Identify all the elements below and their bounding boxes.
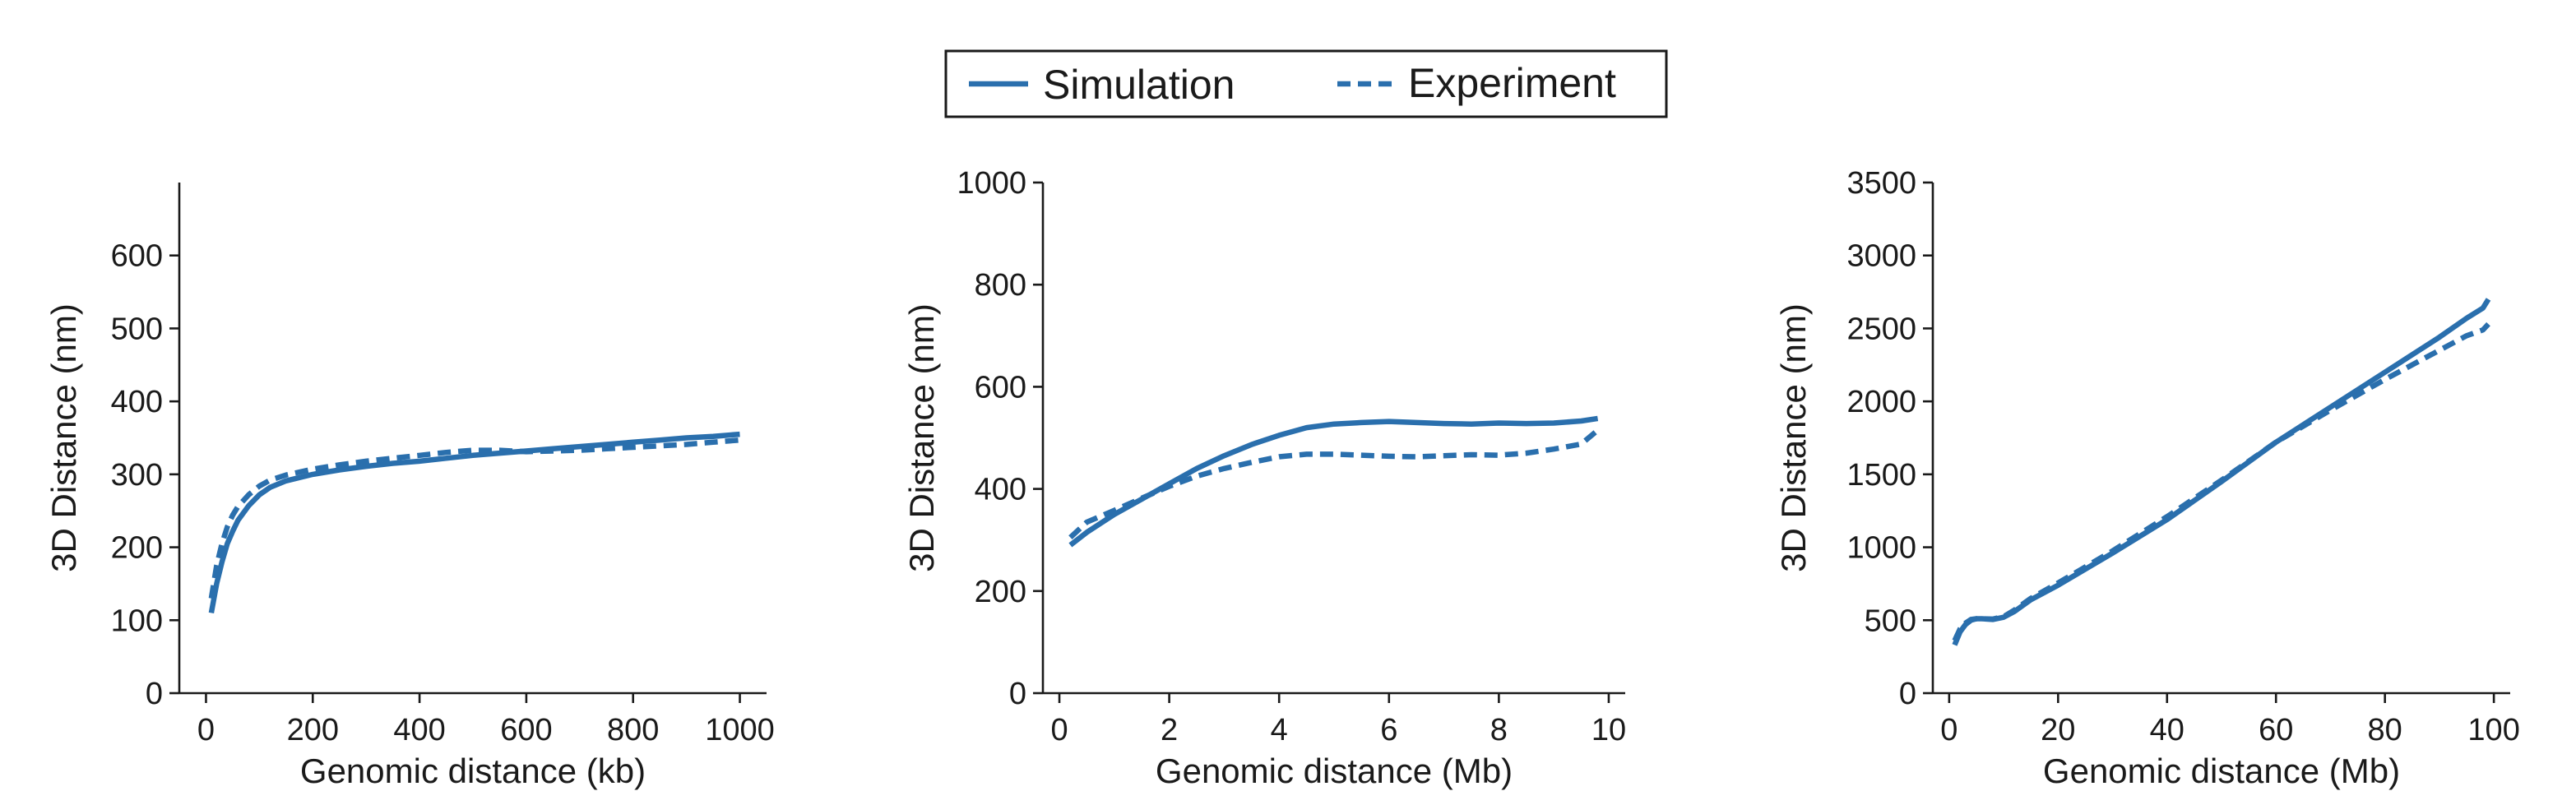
y-tick-label: 0 — [146, 677, 163, 711]
series-line-simulation — [1952, 298, 2491, 646]
x-axis-label: Genomic distance (Mb) — [1156, 752, 1513, 790]
y-tick-label: 3500 — [1846, 166, 1916, 201]
y-tick-label: 800 — [975, 268, 1026, 303]
y-tick-label: 1000 — [957, 166, 1026, 201]
y-tick-label: 300 — [111, 458, 163, 493]
x-tick-label: 10 — [1591, 713, 1626, 747]
legend-experiment-label: Experiment — [1408, 60, 1616, 106]
y-tick-label: 400 — [111, 385, 163, 419]
y-axis-label: 3D Distance (nm) — [44, 303, 83, 572]
y-tick-label: 1500 — [1846, 458, 1916, 493]
y-tick-label: 600 — [111, 239, 163, 274]
y-tick-label: 500 — [111, 312, 163, 346]
x-tick-label: 200 — [287, 713, 339, 747]
y-tick-label: 3000 — [1846, 239, 1916, 274]
x-tick-label: 4 — [1271, 713, 1288, 747]
y-tick-label: 2500 — [1846, 312, 1916, 346]
x-tick-label: 8 — [1490, 713, 1508, 747]
x-axis-label: Genomic distance (Mb) — [2043, 752, 2400, 790]
legend: Simulation Experiment — [944, 49, 1668, 118]
x-tick-label: 40 — [2150, 713, 2185, 747]
legend-box — [944, 49, 1668, 118]
plot-distance-mb-100: 0 500 1000 1500 2000 2500 3000 3500 0 20 40 60 80 100… — [1774, 166, 2520, 790]
x-tick-label: 80 — [2368, 713, 2402, 747]
y-tick-label: 0 — [1899, 677, 1916, 711]
x-tick-label: 6 — [1380, 713, 1397, 747]
y-tick-label: 500 — [1865, 604, 1916, 638]
y-tick-label: 600 — [975, 370, 1026, 405]
y-tick-label: 400 — [975, 473, 1026, 507]
x-tick-label: 0 — [1940, 713, 1957, 747]
y-axis-label: 3D Distance (nm) — [902, 303, 941, 572]
y-axis-label: 3D Distance (nm) — [1774, 303, 1813, 572]
x-tick-label: 60 — [2259, 713, 2293, 747]
x-tick-label: 400 — [393, 713, 445, 747]
x-tick-label: 1000 — [705, 713, 775, 747]
x-axis-label: Genomic distance (kb) — [300, 752, 646, 790]
x-tick-label: 2 — [1161, 713, 1178, 747]
y-tick-label: 200 — [975, 575, 1026, 609]
x-tick-label: 600 — [500, 713, 552, 747]
series-line-experiment — [208, 437, 740, 599]
legend-simulation-label: Simulation — [1043, 62, 1235, 108]
y-tick-label: 1000 — [1846, 531, 1916, 566]
x-tick-label: 20 — [2041, 713, 2075, 747]
series-line-simulation — [1068, 415, 1599, 548]
x-tick-label: 100 — [2467, 713, 2519, 747]
plot-distance-kb: 0 100 200 300 400 500 600 0 200 400 600 800 1000 Geno… — [44, 183, 775, 790]
x-tick-label: 800 — [607, 713, 659, 747]
series-line-simulation — [208, 431, 740, 613]
y-tick-label: 100 — [111, 604, 163, 638]
plot-distance-mb-10: 0 200 400 600 800 1000 0 2 4 6 8 10 Genomic distance… — [902, 166, 1626, 790]
y-tick-label: 200 — [111, 531, 163, 566]
y-tick-label: 2000 — [1846, 385, 1916, 419]
x-tick-label: 0 — [1050, 713, 1068, 747]
y-tick-label: 0 — [1009, 677, 1026, 711]
x-tick-label: 0 — [197, 713, 215, 747]
series-line-experiment — [1068, 428, 1600, 539]
series-line-experiment — [1952, 321, 2490, 642]
